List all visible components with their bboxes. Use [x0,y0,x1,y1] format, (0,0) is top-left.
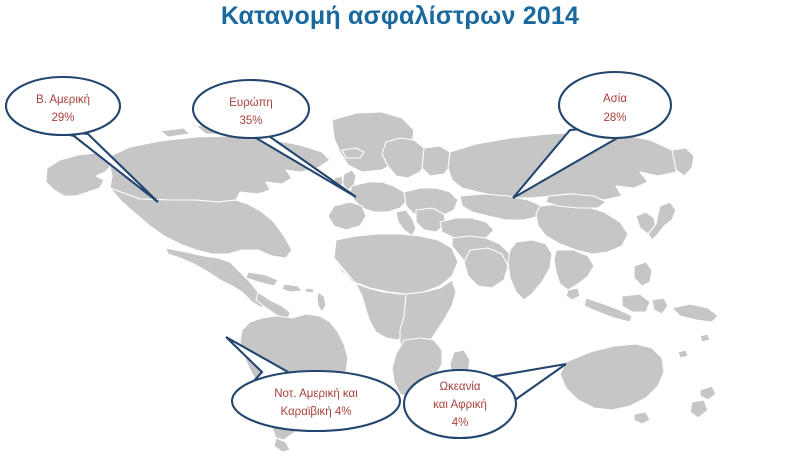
land-south-america-tip [273,437,291,453]
land-pacific-islands [677,349,689,359]
land-arabia [463,247,509,289]
land-alaska [45,152,113,197]
land-united-states [109,187,293,259]
land-sumatra-java [583,297,633,323]
callout-label-europe-line1: Ευρώπη [229,97,273,109]
callout-label-south-america-line1: Νοτ. Αμερική και [274,388,358,400]
callout-bubble-south-america [230,369,402,433]
callout-bubble-north-america [4,75,122,137]
land-southeast-asia [553,249,595,291]
callout-label-asia-line1: Ασία [603,93,627,105]
land-hispaniola [281,283,303,293]
land-central-asia [459,193,543,221]
land-philippines [633,261,653,287]
callout-tail-europe [227,130,357,198]
land-australia [559,343,665,411]
land-mongolia [545,193,607,209]
land-indochina-tip [565,287,581,301]
callout-value-europe: 35% [239,115,262,127]
land-new-guinea [671,303,719,323]
land-canada-arctic-3 [159,127,191,138]
callout-bubble-oceania-africa [402,368,518,440]
callout-south-america[interactable]: Νοτ. Αμερική και Καραϊβική 4% [225,336,402,433]
callout-value-asia: 28% [603,112,626,124]
land-new-zealand-s [689,399,709,419]
land-new-zealand-n [699,385,717,401]
land-greece-turkey [439,217,495,241]
callout-value-oceania-africa: 4% [452,417,469,429]
land-japan [647,201,677,241]
land-puerto-rico [304,287,315,294]
callout-asia[interactable]: Ασία 28% [512,70,673,199]
land-lesser-antilles [316,291,327,313]
land-italy [395,209,417,237]
land-cuba [245,271,279,287]
callout-label-south-america-line2: Καραϊβική 4% [280,406,351,418]
page-title: Κατανομή ασφαλίστρων 2014 [220,2,580,30]
land-sulawesi [651,297,669,315]
callout-europe[interactable]: Ευρώπη 35% [191,78,357,198]
callout-value-north-america: 29% [51,112,74,124]
callout-north-america[interactable]: Β. Αμερική 29% [4,75,159,203]
land-iberia [327,201,367,231]
callout-label-oceania-africa-line1: Ωκεανία [439,381,480,393]
land-borneo [621,293,651,313]
callout-label-oceania-africa-line2: και Αφρική [433,399,487,411]
world-map-landmasses [45,111,719,453]
land-tasmania [633,411,651,425]
land-pacific-islands-2 [699,333,711,343]
callout-label-north-america-line1: Β. Αμερική [36,94,90,106]
callout-tail-north-america [47,128,159,203]
land-kamchatka [671,147,695,177]
land-india [507,239,553,301]
land-scandinavia [381,137,429,179]
callout-oceania-africa[interactable]: Ωκεανία και Αφρική 4% [402,362,567,440]
land-iceland [341,147,365,159]
callout-bubble-europe [191,78,311,140]
callout-bubble-asia [557,70,673,140]
land-europe-west [349,181,409,213]
